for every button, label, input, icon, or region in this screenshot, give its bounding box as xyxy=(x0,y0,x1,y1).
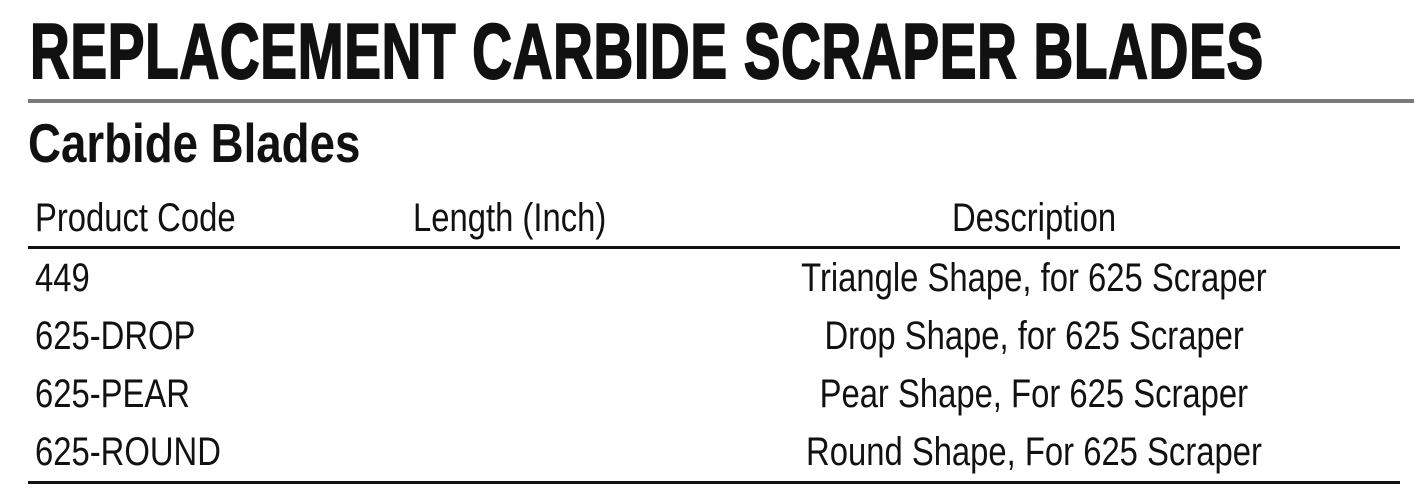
table-bottom-rule xyxy=(28,481,1400,484)
header-divider xyxy=(28,246,1400,249)
section-title-text: Carbide Blades xyxy=(28,112,361,174)
header-text: Product Code xyxy=(35,196,236,240)
cell-product-code: 625-PEAR xyxy=(35,374,224,414)
section-title: Carbide Blades xyxy=(28,116,428,171)
header-text: Length (Inch) xyxy=(413,196,607,240)
cell-product-code: 625-ROUND xyxy=(35,432,262,472)
header-text: Description xyxy=(952,196,1117,240)
cell-description: Round Shape, For 625 Scraper xyxy=(806,432,1262,472)
header-product-code: Product Code xyxy=(35,198,280,238)
cell-text: 449 xyxy=(35,256,90,300)
header-length: Length (Inch) xyxy=(413,198,649,238)
page-title-text: REPLACEMENT CARBIDE SCRAPER BLADES xyxy=(29,7,1264,95)
cell-text: Pear Shape, For 625 Scraper xyxy=(819,372,1249,416)
cell-text: 625-DROP xyxy=(35,314,196,358)
cell-text: 625-PEAR xyxy=(35,372,190,416)
cell-description: Triangle Shape, for 625 Scraper xyxy=(801,258,1267,298)
cell-text: 625-ROUND xyxy=(35,430,221,474)
cell-description: Pear Shape, For 625 Scraper xyxy=(820,374,1249,414)
cell-product-code: 625-DROP xyxy=(35,316,231,356)
cell-text: Drop Shape, for 625 Scraper xyxy=(824,314,1244,358)
cell-text: Triangle Shape, for 625 Scraper xyxy=(801,256,1267,300)
cell-product-code: 449 xyxy=(35,258,102,298)
cell-description: Drop Shape, for 625 Scraper xyxy=(824,316,1243,356)
cell-text: Round Shape, For 625 Scraper xyxy=(806,430,1262,474)
header-description: Description xyxy=(952,198,1116,238)
page-title: REPLACEMENT CARBIDE SCRAPER BLADES xyxy=(29,7,1414,95)
title-divider xyxy=(28,99,1414,103)
